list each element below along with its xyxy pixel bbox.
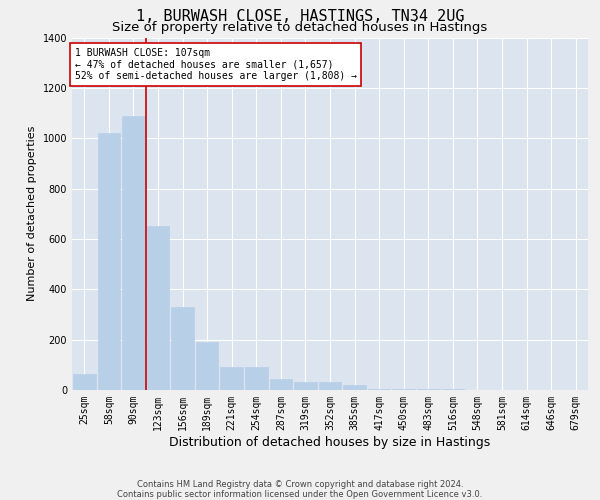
Bar xyxy=(73,374,95,390)
Bar xyxy=(294,382,317,390)
Text: Contains HM Land Registry data © Crown copyright and database right 2024.
Contai: Contains HM Land Registry data © Crown c… xyxy=(118,480,482,499)
Bar xyxy=(269,378,292,390)
Bar xyxy=(122,116,145,390)
Bar xyxy=(220,368,243,390)
Text: Size of property relative to detached houses in Hastings: Size of property relative to detached ho… xyxy=(112,21,488,34)
Bar xyxy=(196,342,218,390)
Text: 1 BURWASH CLOSE: 107sqm
← 47% of detached houses are smaller (1,657)
52% of semi: 1 BURWASH CLOSE: 107sqm ← 47% of detache… xyxy=(74,48,356,82)
Bar xyxy=(392,388,415,390)
Bar xyxy=(98,133,120,390)
Bar xyxy=(245,368,268,390)
Bar xyxy=(319,382,341,390)
X-axis label: Distribution of detached houses by size in Hastings: Distribution of detached houses by size … xyxy=(169,436,491,448)
Bar xyxy=(146,226,169,390)
Bar xyxy=(171,307,194,390)
Bar xyxy=(368,388,391,390)
Y-axis label: Number of detached properties: Number of detached properties xyxy=(27,126,37,302)
Text: 1, BURWASH CLOSE, HASTINGS, TN34 2UG: 1, BURWASH CLOSE, HASTINGS, TN34 2UG xyxy=(136,9,464,24)
Bar xyxy=(343,385,366,390)
